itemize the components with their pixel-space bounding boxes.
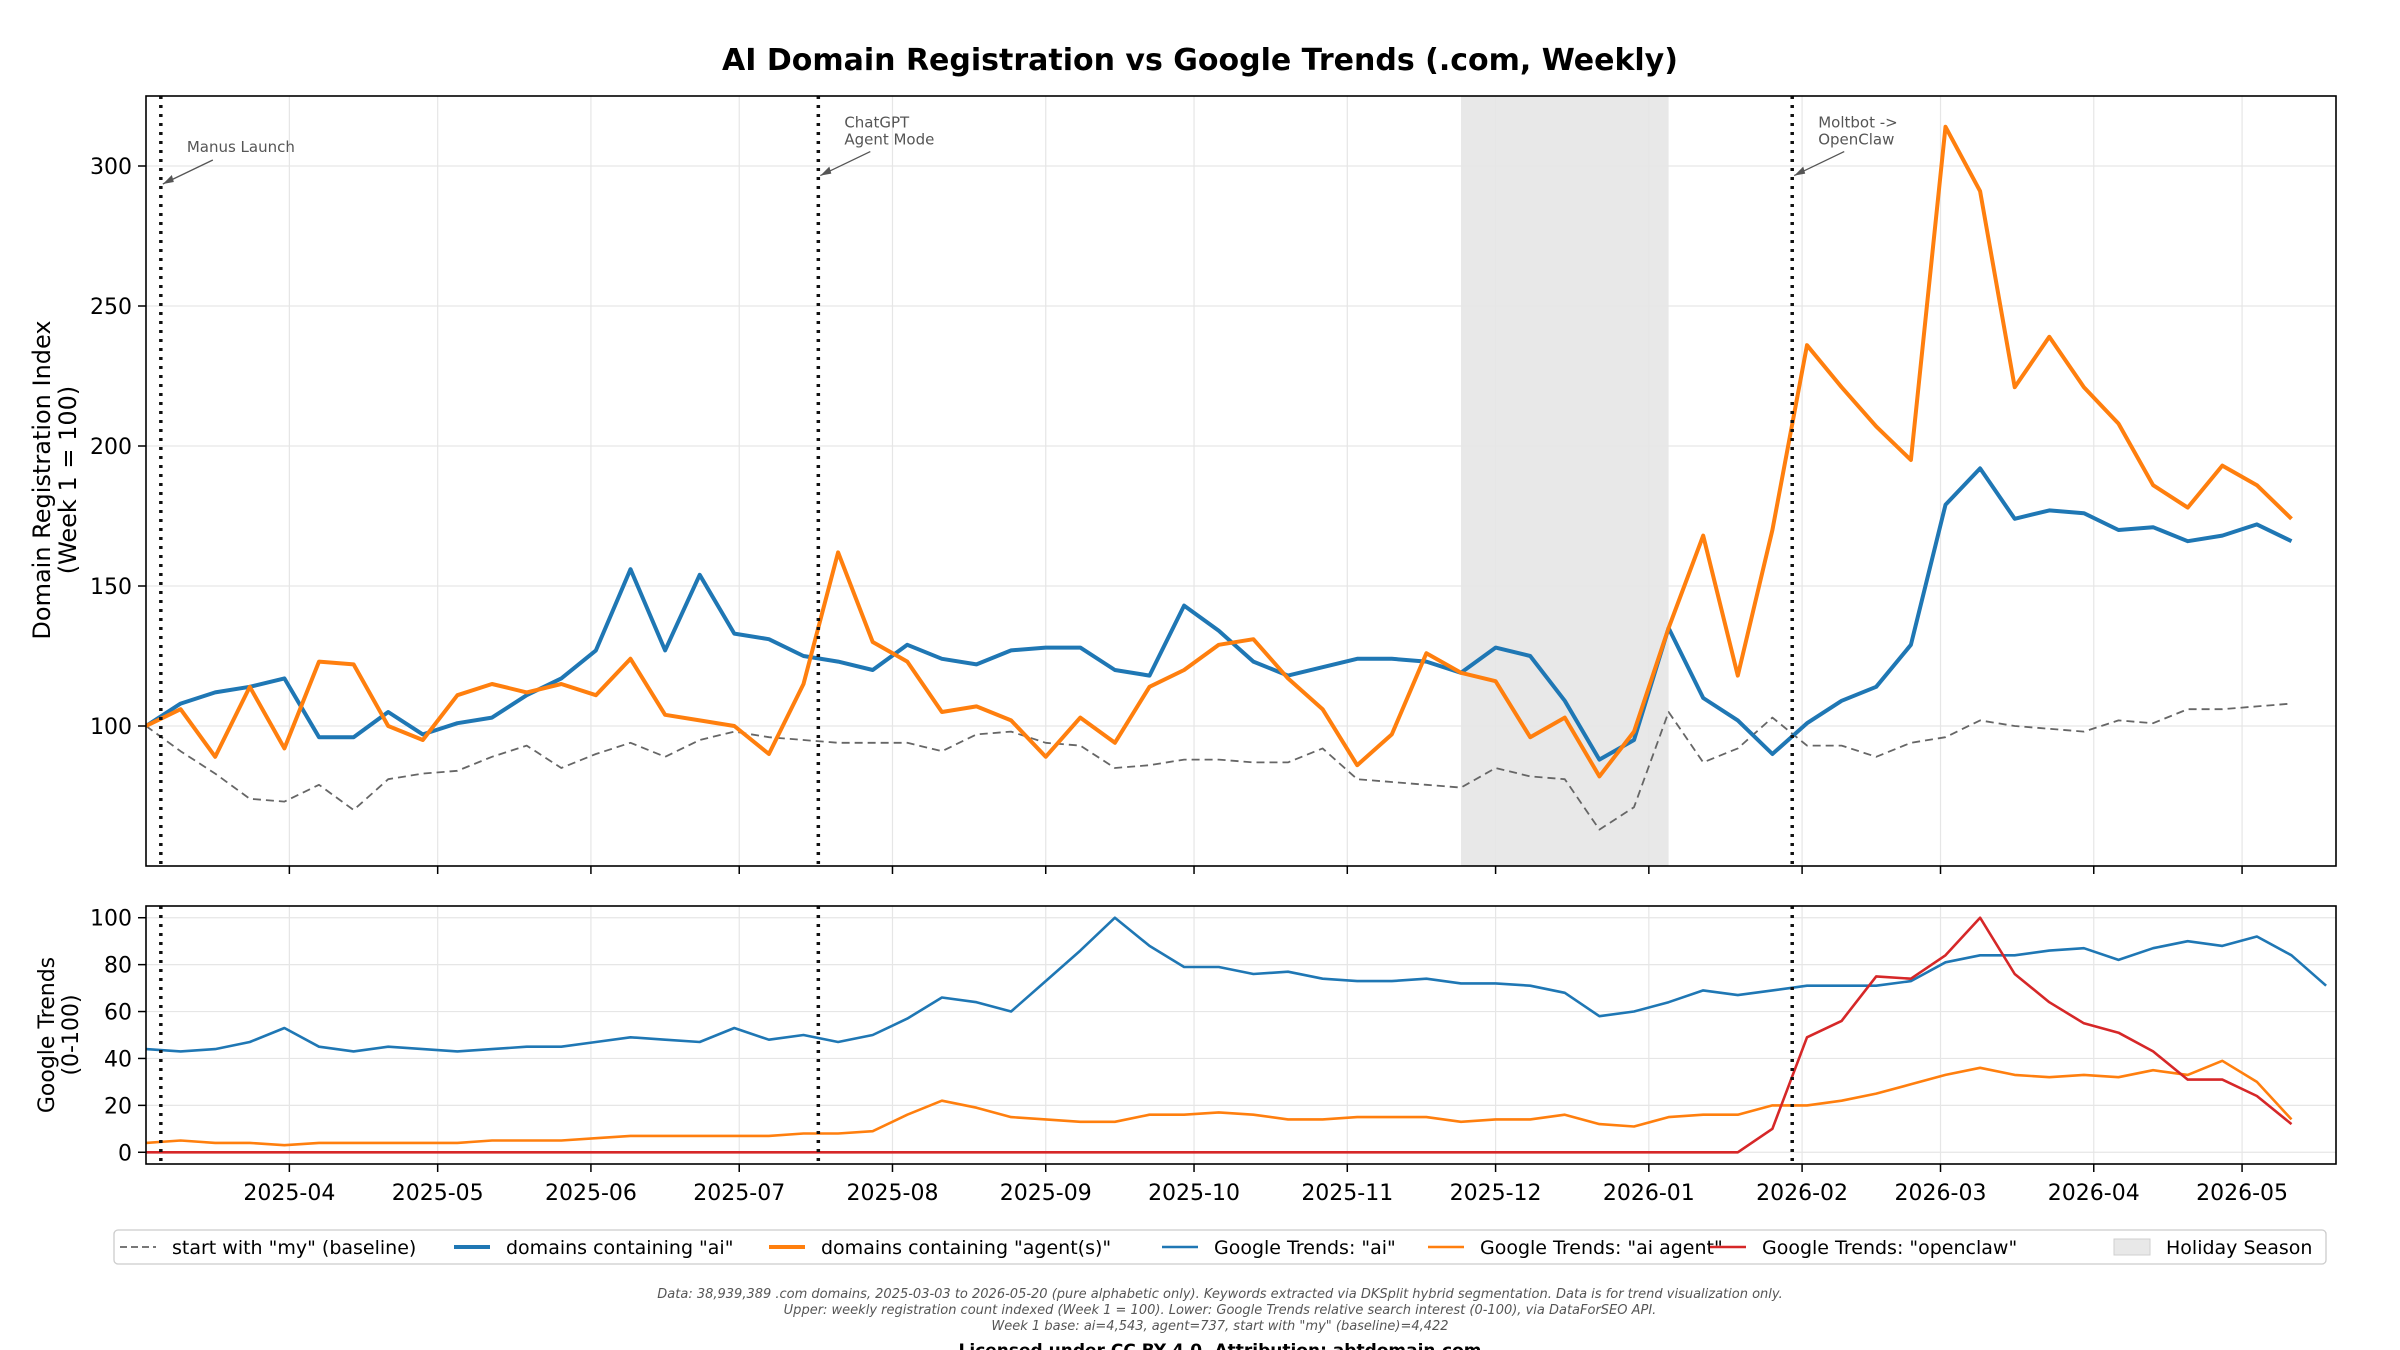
x-tick-label: 2025-10 [1148, 1181, 1240, 1206]
legend-label-6: Holiday Season [2166, 1237, 2312, 1259]
x-tick-label: 2026-03 [1895, 1181, 1987, 1206]
lower-series-line-1 [146, 1059, 2293, 1147]
upper-y-axis-label-line2: (Week 1 = 100) [54, 386, 82, 575]
event-annotation-2: Moltbot -> OpenClaw [1818, 114, 1898, 149]
lower-y-tick-label: 0 [118, 1141, 132, 1166]
holiday-season-region [1460, 96, 1669, 866]
x-tick-label: 2025-11 [1301, 1181, 1393, 1206]
upper-series-group [146, 124, 2293, 831]
x-tick-label: 2025-05 [392, 1181, 484, 1206]
x-tick-label: 2025-09 [1000, 1181, 1092, 1206]
lower-y-tick-label: 40 [104, 1047, 132, 1072]
x-tick-label: 2025-12 [1450, 1181, 1542, 1206]
x-tick-label: 2025-04 [243, 1181, 335, 1206]
event-arrowhead-0 [162, 175, 174, 184]
legend-label-0: start with "my" (baseline) [172, 1237, 416, 1259]
event-arrowhead-2 [1794, 166, 1806, 176]
lower-plot-area: 0 20 40 60 80 100 2025-04 2025-05 2025-06 2025-07… [90, 905, 2337, 1206]
lower-series-line-2 [146, 916, 2293, 1154]
upper-series-line-1 [146, 466, 2293, 762]
footer-license: Licensed under CC BY 4.0. Attribution: a… [959, 1341, 1482, 1350]
event-arrowhead-1 [820, 166, 832, 176]
footer-note-3: Week 1 base: ai=4,543, agent=737, start … [991, 1319, 1448, 1334]
legend-label-3: Google Trends: "ai" [1214, 1237, 1396, 1259]
legend-swatch-6 [2113, 1238, 2151, 1256]
x-tick-label: 2026-02 [1756, 1181, 1848, 1206]
upper-series-line-2 [146, 124, 2293, 779]
lower-y-axis-label-line1: Google Trends [35, 957, 60, 1113]
upper-y-axis-label-line1: Domain Registration Index [28, 320, 56, 639]
upper-plot-area: 100 150 200 250 300 Manus Launch ChatGPT Agent … [90, 95, 2337, 874]
footer-note-1: Data: 38,939,389 .com domains, 2025-03-0… [657, 1287, 1782, 1302]
upper-y-tick-label: 250 [90, 295, 132, 320]
legend-label-5: Google Trends: "openclaw" [1762, 1237, 2017, 1259]
upper-y-tick-label: 200 [90, 435, 132, 460]
upper-y-tick-label: 150 [90, 575, 132, 600]
lower-axes-frame [145, 905, 2337, 1165]
footer-note-2: Upper: weekly registration count indexed… [784, 1303, 1657, 1318]
x-tick-label: 2026-01 [1603, 1181, 1695, 1206]
x-tick-label: 2025-07 [693, 1181, 785, 1206]
lower-y-axis-label-line2: (0-100) [59, 994, 84, 1075]
chart-title: AI Domain Registration vs Google Trends … [722, 43, 1678, 78]
legend-label-1: domains containing "ai" [506, 1237, 733, 1259]
lower-y-tick-label: 20 [104, 1094, 132, 1119]
event-annotation-1: ChatGPT Agent Mode [844, 114, 934, 149]
upper-y-tick-label: 300 [90, 155, 132, 180]
lower-y-tick-label: 100 [90, 907, 132, 932]
x-tick-label: 2026-04 [2048, 1181, 2140, 1206]
legend: start with "my" (baseline) domains contai… [113, 1229, 2327, 1265]
lower-y-tick-label: 60 [104, 1001, 132, 1026]
legend-frame [113, 1229, 2327, 1265]
lower-y-tick-label: 80 [104, 954, 132, 979]
event-annotation-0: Manus Launch [187, 138, 295, 156]
x-tick-label: 2025-06 [545, 1181, 637, 1206]
legend-label-4: Google Trends: "ai agent" [1480, 1237, 1723, 1259]
lower-series-line-0 [146, 916, 2327, 1053]
x-tick-label: 2025-08 [847, 1181, 939, 1206]
upper-series-line-0 [146, 702, 2292, 831]
legend-label-2: domains containing "agent(s)" [821, 1237, 1111, 1259]
lower-series-group [146, 916, 2327, 1154]
upper-axes-frame [145, 95, 2337, 867]
upper-y-tick-label: 100 [90, 715, 132, 740]
x-tick-label: 2026-05 [2196, 1181, 2288, 1206]
